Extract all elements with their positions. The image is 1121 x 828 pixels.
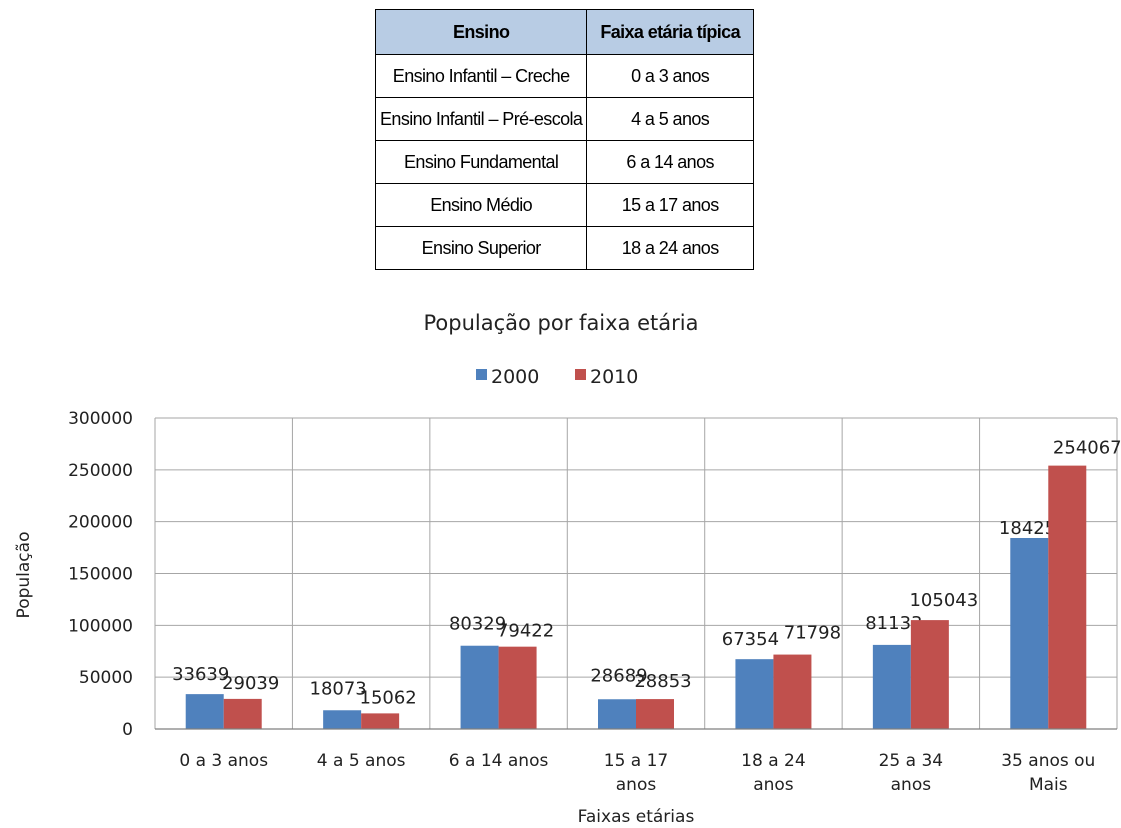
table-row: Ensino Infantil – Pré-escola 4 a 5 anos	[374, 97, 754, 141]
x-axis-label: Faixas etárias	[578, 807, 695, 827]
data-label-2000: 67354	[722, 629, 779, 650]
bar-2010	[773, 654, 812, 729]
bar-2010	[361, 713, 400, 729]
legend-label-2010: 2010	[590, 366, 638, 388]
y-axis-label: População	[14, 532, 34, 619]
table-cell-ensino: Ensino Infantil – Pré-escola	[374, 97, 588, 141]
y-tick-label: 200000	[68, 513, 133, 533]
data-label-2010: 79422	[497, 621, 554, 642]
x-tick-label: 6 a 14 anos	[449, 751, 549, 771]
data-label-2010: 71798	[784, 623, 841, 644]
y-tick-label: 150000	[68, 565, 133, 585]
x-tick-label: anos	[753, 775, 794, 795]
bar-2000	[323, 710, 362, 729]
data-label-2000: 18073	[310, 678, 367, 699]
table-row: Ensino Superior 18 a 24 anos	[374, 226, 754, 270]
data-label-2010: 29039	[222, 673, 279, 694]
table-cell-faixa: 0 a 3 anos	[586, 54, 754, 98]
bar-2000	[735, 659, 774, 729]
table-cell-faixa: 4 a 5 anos	[586, 97, 754, 141]
legend-label-2000: 2000	[491, 366, 539, 388]
table-cell-faixa: 15 a 17 anos	[586, 183, 754, 227]
data-label-2010: 105043	[909, 590, 978, 611]
x-tick-label: Mais	[1029, 775, 1068, 795]
y-tick-label: 250000	[68, 461, 133, 481]
data-label-2010: 15062	[360, 687, 417, 708]
bar-2010	[636, 699, 674, 729]
table-cell-ensino: Ensino Infantil – Creche	[374, 54, 588, 98]
table-row: Ensino Infantil – Creche 0 a 3 anos	[374, 54, 754, 98]
table-cell-ensino: Ensino Fundamental	[374, 140, 588, 184]
legend-swatch-2010	[575, 369, 586, 380]
legend-swatch-2000	[476, 369, 487, 380]
table-header-faixa: Faixa etária típica	[586, 9, 754, 55]
bar-2010	[910, 620, 949, 729]
table-cell-ensino: Ensino Médio	[374, 183, 588, 227]
x-tick-label: 4 a 5 anos	[317, 751, 406, 771]
data-label-2000: 28689	[590, 665, 647, 686]
population-bar-chart: População por faixa etária 2000 2010 Pop…	[14, 311, 1121, 827]
table-cell-faixa: 6 a 14 anos	[586, 140, 754, 184]
x-tick-label: anos	[616, 775, 657, 795]
bar-2000	[598, 699, 636, 729]
plot-area: 0 50000 100000 150000 200000 250000 300000 3363…	[68, 409, 1121, 795]
table-cell-faixa: 18 a 24 anos	[586, 226, 754, 270]
education-age-table: Ensino Faixa etária típica Ensino Infant…	[374, 9, 754, 270]
bar-2010	[223, 698, 262, 729]
table-header-row: Ensino Faixa etária típica	[374, 9, 754, 55]
table-cell-ensino: Ensino Superior	[374, 226, 588, 270]
table-row: Ensino Médio 15 a 17 anos	[374, 183, 754, 227]
data-label-2010: 254067	[1053, 438, 1121, 459]
bar-2000	[185, 694, 224, 729]
table-header-ensino: Ensino	[374, 9, 588, 55]
y-tick-label: 300000	[68, 409, 133, 429]
x-tick-label: 35 anos ou	[1001, 751, 1095, 771]
table-row: Ensino Fundamental 6 a 14 anos	[374, 140, 754, 184]
x-tick-label: 0 a 3 anos	[179, 751, 268, 771]
y-tick-label: 0	[122, 720, 133, 740]
y-tick-label: 50000	[79, 668, 133, 688]
chart-legend: 2000 2010	[476, 366, 638, 388]
y-tick-label: 100000	[68, 616, 133, 636]
x-tick-label: 18 a 24	[741, 751, 806, 771]
bar-2000	[460, 645, 499, 729]
bar-2000	[872, 644, 911, 729]
data-label-2000: 80329	[449, 614, 506, 635]
chart-title: População por faixa etária	[424, 311, 699, 335]
x-tick-label: 25 a 34	[879, 751, 944, 771]
bar-2010	[1048, 465, 1087, 729]
data-label-2000: 81133	[865, 613, 922, 634]
bar-2000	[1010, 537, 1049, 729]
bar-2010	[498, 646, 537, 729]
x-tick-label: 15 a 17	[604, 751, 669, 771]
data-label-2010: 28853	[634, 671, 691, 692]
x-tick-label: anos	[891, 775, 932, 795]
data-label-2000: 33639	[172, 664, 229, 685]
